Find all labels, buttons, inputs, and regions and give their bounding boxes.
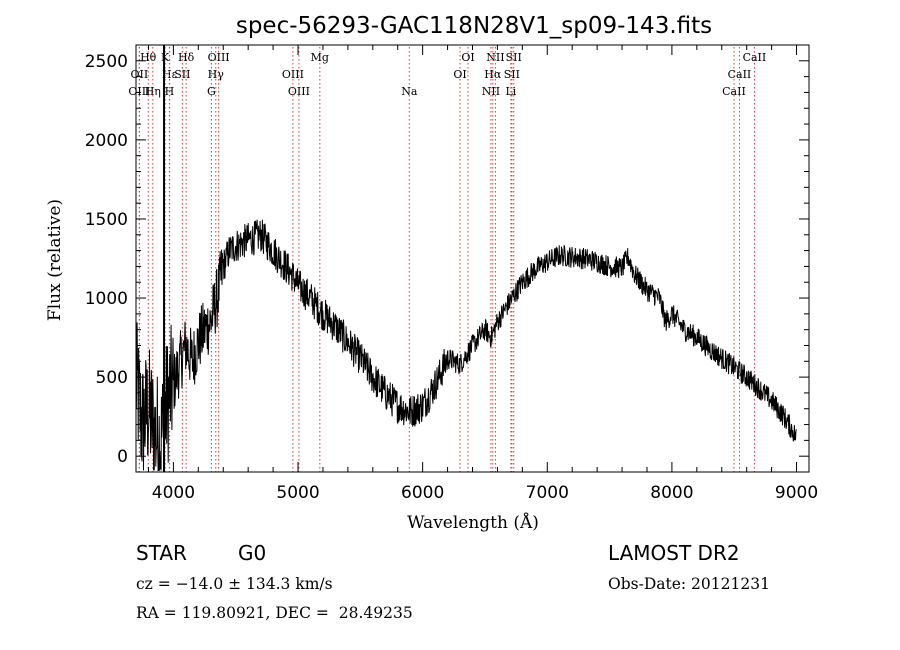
line-id-label: Hα xyxy=(484,68,502,81)
line-id-label: OIII xyxy=(128,85,150,98)
y-axis-label: Flux (relative) xyxy=(45,199,65,321)
y-tick-label: 2500 xyxy=(85,52,128,72)
x-tick-label: 4000 xyxy=(152,483,195,503)
line-id-label: Na xyxy=(401,85,418,98)
axes-frame xyxy=(135,44,810,473)
line-id-label: Hη xyxy=(145,85,161,98)
line-id-label: OIII xyxy=(208,51,230,64)
line-id-label: CaII xyxy=(728,68,752,81)
x-tick-label: 9000 xyxy=(775,483,818,503)
obs-date: Obs-Date: 20121231 xyxy=(608,575,770,593)
line-id-label: OIII xyxy=(282,68,304,81)
line-id-label: Mg xyxy=(311,51,329,64)
x-tick-label: 6000 xyxy=(401,483,444,503)
y-tick-label: 1500 xyxy=(85,210,128,230)
object-class: STAR xyxy=(136,541,187,565)
object-subclass: G0 xyxy=(238,541,267,565)
line-id-label: OI xyxy=(461,51,474,64)
line-id-label: OI xyxy=(453,68,466,81)
line-id-label: OIII xyxy=(288,85,310,98)
y-tick-label: 500 xyxy=(96,368,128,388)
y-tick-label: 0 xyxy=(117,447,128,467)
chart-title: spec-56293-GAC118N28V1_sp09-143.fits xyxy=(236,13,712,39)
y-tick-label: 2000 xyxy=(85,131,128,151)
survey-name: LAMOST DR2 xyxy=(608,541,740,565)
redshift-cz: cz = −14.0 ± 134.3 km/s xyxy=(136,575,333,593)
x-tick-label: 8000 xyxy=(650,483,693,503)
line-id-label: SII xyxy=(506,51,522,64)
line-id-label: SII xyxy=(174,68,190,81)
line-id-label: Hδ xyxy=(178,51,195,64)
line-id-label: H xyxy=(165,85,175,98)
x-tick-label: 7000 xyxy=(526,483,569,503)
line-id-label: NII xyxy=(486,51,504,64)
line-id-label: Hθ xyxy=(140,51,157,64)
line-id-label: CaII xyxy=(722,85,746,98)
x-axis-label: Wavelength (Å) xyxy=(407,512,539,533)
x-tick-label: 5000 xyxy=(276,483,319,503)
spectrum-line xyxy=(135,219,797,472)
line-id-label: Li xyxy=(505,85,516,98)
y-tick-label: 1000 xyxy=(85,289,128,309)
line-id-label: Hε xyxy=(162,68,178,81)
line-id-label: CaII xyxy=(743,51,767,64)
line-id-label: NII xyxy=(482,85,500,98)
line-id-label: K xyxy=(161,51,170,64)
line-id-label: SII xyxy=(504,68,520,81)
line-id-label: Hγ xyxy=(208,68,225,81)
line-id-label: OII xyxy=(131,68,149,81)
ra-dec: RA = 119.80921, DEC = 28.49235 xyxy=(136,604,413,622)
line-id-label: G xyxy=(207,85,216,98)
